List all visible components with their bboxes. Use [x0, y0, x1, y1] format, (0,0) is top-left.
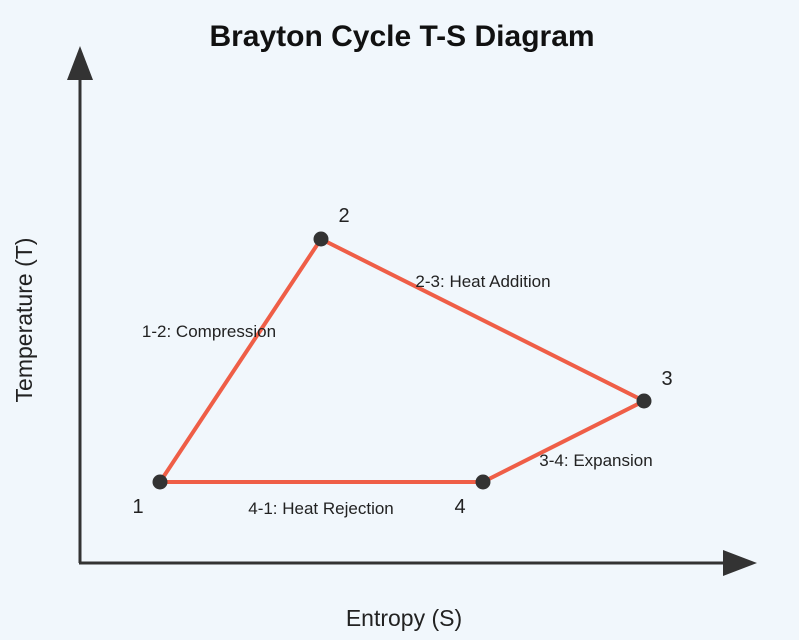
state-point-2: [313, 231, 329, 247]
state-point-3: [636, 393, 652, 409]
process-label-compression: 1-2: Compression: [142, 322, 276, 341]
process-label-expansion: 3-4: Expansion: [539, 451, 652, 470]
process-line-3-4: [481, 399, 646, 484]
process-label-heat-addition: 2-3: Heat Addition: [415, 272, 550, 291]
x-axis-label: Entropy (S): [346, 605, 462, 631]
process-line-2-3: [319, 237, 646, 403]
diagram-title: Brayton Cycle T-S Diagram: [209, 20, 594, 53]
state-label-1: 1: [132, 496, 143, 518]
state-point-4: [475, 474, 491, 490]
state-label-2: 2: [338, 205, 349, 227]
state-point-1: [152, 474, 168, 490]
x-axis-arrow-icon: [723, 550, 757, 576]
y-axis-arrow-icon: [67, 46, 93, 80]
process-line-1-2: [158, 237, 323, 484]
state-label-3: 3: [661, 368, 672, 390]
state-label-4: 4: [454, 496, 465, 518]
process-label-heat-rejection: 4-1: Heat Rejection: [248, 499, 394, 518]
y-axis-label: Temperature (T): [11, 238, 37, 403]
